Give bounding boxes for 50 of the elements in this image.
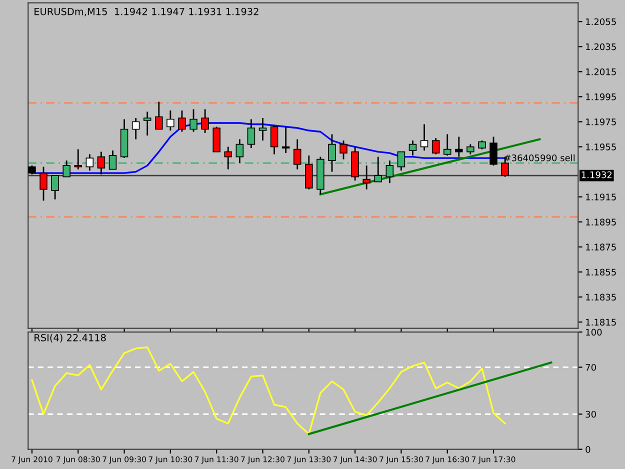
candlestick bbox=[190, 108, 198, 132]
y-tick-label: 1.2055 bbox=[586, 18, 616, 26]
candlestick bbox=[362, 164, 370, 190]
y-tick-label: 1.1975 bbox=[586, 118, 616, 126]
ref-line-label: #36405990 sell bbox=[504, 154, 575, 162]
chart-title: RSI(4) 22.4118 bbox=[34, 334, 106, 342]
candlestick bbox=[466, 144, 474, 155]
candlestick bbox=[224, 146, 232, 170]
candlestick bbox=[490, 136, 498, 166]
candlestick bbox=[143, 111, 152, 136]
candlestick bbox=[443, 134, 452, 156]
candlestick bbox=[51, 174, 59, 200]
candlestick bbox=[293, 138, 302, 170]
candlestick bbox=[178, 110, 186, 132]
y-tick-label: 1.1895 bbox=[586, 218, 616, 226]
candlestick bbox=[86, 154, 94, 172]
y-tick-label: 1.1955 bbox=[586, 144, 616, 150]
y-tick-label: 1.1875 bbox=[586, 244, 616, 250]
candlestick bbox=[212, 126, 220, 152]
candlestick bbox=[270, 124, 278, 155]
y-tick-label: 100 bbox=[586, 328, 602, 336]
candlestick bbox=[408, 140, 417, 156]
y-tick-label: 1.1995 bbox=[586, 93, 616, 100]
candlestick bbox=[40, 166, 48, 202]
candlestick bbox=[155, 101, 163, 130]
candlestick bbox=[166, 110, 174, 132]
candlestick bbox=[258, 117, 267, 142]
candlestick bbox=[97, 151, 106, 176]
candlestick bbox=[455, 136, 463, 158]
chart-title: EURUSDm,M15 1.1942 1.1947 1.1931 1.1932 bbox=[34, 8, 258, 16]
candlestick bbox=[420, 124, 428, 152]
y-tick-label: 1.1915 bbox=[586, 194, 616, 200]
y-tick-label: 1.2035 bbox=[586, 43, 616, 50]
y-tick-label: 70 bbox=[586, 364, 596, 371]
candlestick bbox=[340, 140, 348, 160]
y-tick-label: 1.1855 bbox=[586, 268, 616, 276]
y-tick-label: 0 bbox=[586, 446, 590, 453]
candlestick bbox=[247, 118, 256, 149]
candlestick bbox=[305, 154, 313, 190]
y-tick-label: 1.1835 bbox=[586, 294, 616, 301]
ref-line-label: 1.1932 bbox=[582, 171, 612, 178]
y-tick-label: 30 bbox=[586, 410, 596, 418]
y-tick-label: 1.1815 bbox=[586, 318, 616, 326]
candlestick bbox=[282, 126, 290, 154]
line-series bbox=[31, 346, 506, 435]
candlestick bbox=[432, 137, 440, 155]
candlestick bbox=[74, 148, 82, 170]
candlestick bbox=[132, 117, 140, 140]
candlestick bbox=[201, 108, 209, 134]
y-tick-label: 1.2015 bbox=[586, 68, 616, 76]
